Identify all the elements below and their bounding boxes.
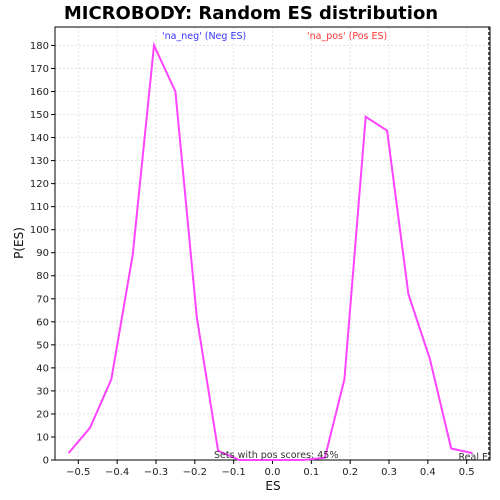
- y-tick-label: 100: [30, 225, 49, 236]
- x-tick-label: 0.4: [420, 467, 436, 478]
- x-tick-label: −0.1: [222, 467, 246, 478]
- pos-scores-label: Sets with pos scores: 45%: [214, 450, 338, 461]
- y-tick-label: 140: [30, 133, 49, 144]
- x-axis-title: ES: [265, 479, 280, 493]
- y-tick-label: 20: [36, 409, 49, 420]
- x-tick-label: 0.0: [265, 467, 281, 478]
- y-tick-label: 170: [30, 64, 49, 75]
- x-tick-label: −0.5: [66, 467, 90, 478]
- x-tick-label: −0.3: [144, 467, 168, 478]
- y-tick-label: 90: [36, 248, 49, 259]
- y-tick-label: 50: [36, 340, 49, 351]
- y-tick-label: 150: [30, 110, 49, 121]
- y-tick-label: 0: [43, 456, 49, 467]
- y-tick-label: 60: [36, 317, 49, 328]
- y-axis: 0 10 20 30 40 50 60 70 80 90 100 110 120 130 140 150 160…: [30, 41, 55, 467]
- y-tick-label: 130: [30, 156, 49, 167]
- x-tick-label: 0.2: [342, 467, 358, 478]
- x-tick-label: −0.2: [183, 467, 207, 478]
- y-axis-title: P(ES): [12, 227, 26, 259]
- y-tick-label: 80: [36, 271, 49, 282]
- y-tick-label: 110: [30, 202, 49, 213]
- real-es-label: Real E: [458, 452, 488, 463]
- y-tick-label: 30: [36, 386, 49, 397]
- chart-title: MICROBODY: Random ES distribution: [64, 3, 438, 24]
- x-axis: −0.5 −0.4 −0.3 −0.2 −0.1 0.0 0.1 0.2 0.3 0.4 0.5: [66, 460, 475, 478]
- x-tick-label: 0.1: [303, 467, 319, 478]
- y-tick-label: 10: [36, 432, 49, 443]
- y-tick-label: 120: [30, 179, 49, 190]
- neg-es-label: 'na_neg' (Neg ES): [162, 31, 246, 42]
- y-tick-label: 70: [36, 294, 49, 305]
- series-group: [67, 41, 473, 461]
- x-tick-label: 0.5: [459, 467, 475, 478]
- x-tick-label: 0.3: [381, 467, 397, 478]
- x-tick-label: −0.4: [105, 467, 129, 478]
- y-tick-label: 180: [30, 41, 49, 52]
- pos-es-label: 'na_pos' (Pos ES): [307, 31, 387, 42]
- y-tick-label: 160: [30, 87, 49, 98]
- es-distribution-line: [67, 41, 473, 461]
- y-tick-label: 40: [36, 363, 49, 374]
- grid: [55, 27, 490, 460]
